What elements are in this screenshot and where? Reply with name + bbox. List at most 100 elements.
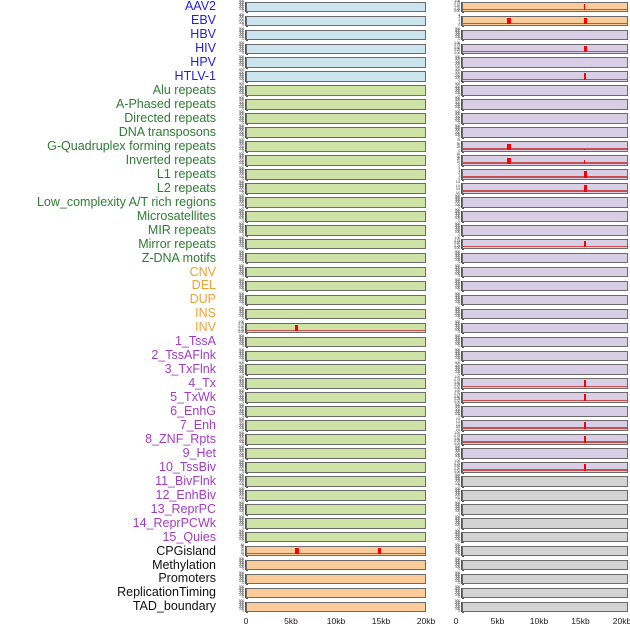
track-panel-right[interactable] [462, 336, 628, 348]
track-label-4-tx[interactable]: 4_Tx [188, 377, 216, 391]
track-label-15-quies[interactable]: 15_Quies [162, 530, 216, 544]
track-panel-right[interactable] [462, 559, 628, 571]
track-label-10-tssbiv[interactable]: 10_TssBiv [159, 460, 216, 474]
track-panel-right[interactable] [462, 15, 628, 27]
track-panel-left[interactable] [246, 224, 426, 236]
track-panel-left[interactable] [246, 601, 426, 613]
track-panel-left[interactable] [246, 322, 426, 334]
track-label-hpv[interactable]: HPV [190, 56, 216, 70]
track-panel-left[interactable] [246, 336, 426, 348]
track-panel-right[interactable] [462, 183, 628, 194]
track-label-replicationtiming[interactable]: ReplicationTiming [117, 586, 216, 600]
track-panel-left[interactable] [246, 517, 426, 529]
track-label-6-enhg[interactable]: 6_EnhG [170, 405, 216, 419]
track-panel-left[interactable] [246, 503, 426, 515]
track-label-g-quadruplex-forming-repeats[interactable]: G-Quadruplex forming repeats [47, 139, 216, 153]
track-panel-right[interactable] [462, 113, 628, 124]
track-panel-right[interactable] [462, 462, 628, 473]
track-panel-left[interactable] [246, 183, 426, 194]
track-panel-left[interactable] [246, 559, 426, 571]
track-label-1-tssa[interactable]: 1_TssA [175, 335, 216, 349]
track-panel-right[interactable] [462, 406, 628, 417]
track-panel-left[interactable] [246, 392, 426, 403]
track-label-methylation[interactable]: Methylation [152, 558, 216, 572]
track-panel-right[interactable] [462, 141, 628, 152]
track-panel-right[interactable] [462, 490, 628, 501]
track-panel-right[interactable] [462, 392, 628, 403]
track-panel-left[interactable] [246, 169, 426, 180]
track-panel-right[interactable] [462, 448, 628, 459]
track-panel-right[interactable] [462, 378, 628, 389]
track-panel-right[interactable] [462, 503, 628, 515]
track-label-cpgisland[interactable]: CPGisland [156, 544, 216, 558]
track-panel-left[interactable] [246, 57, 426, 69]
track-label-tad-boundary[interactable]: TAD_boundary [132, 600, 216, 614]
track-panel-left[interactable] [246, 113, 426, 124]
track-label-aav2[interactable]: AAV2 [184, 0, 216, 14]
track-panel-right[interactable] [462, 252, 628, 264]
track-panel-right[interactable] [462, 1, 628, 13]
track-panel-left[interactable] [246, 364, 426, 376]
track-label-14-reprpcwk[interactable]: 14_ReprPCWk [132, 516, 216, 530]
track-panel-right[interactable] [462, 280, 628, 292]
track-panel-left[interactable] [246, 545, 426, 557]
track-label-3-txflnk[interactable]: 3_TxFlnk [164, 363, 216, 377]
track-label-l2-repeats[interactable]: L2 repeats [156, 181, 216, 195]
track-panel-left[interactable] [246, 155, 426, 166]
track-panel-left[interactable] [246, 1, 426, 13]
track-label-2-tssaflnk[interactable]: 2_TssAFlnk [151, 349, 216, 363]
track-panel-right[interactable] [462, 210, 628, 222]
track-panel-right[interactable] [462, 224, 628, 236]
track-label-mirror-repeats[interactable]: Mirror repeats [138, 237, 216, 251]
track-panel-left[interactable] [246, 476, 426, 487]
track-panel-left[interactable] [246, 434, 426, 445]
track-panel-left[interactable] [246, 308, 426, 320]
track-panel-left[interactable] [246, 99, 426, 110]
track-panel-left[interactable] [246, 378, 426, 389]
track-panel-left[interactable] [246, 252, 426, 264]
track-panel-left[interactable] [246, 350, 426, 362]
track-panel-right[interactable] [462, 587, 628, 599]
track-label-12-enhbiv[interactable]: 12_EnhBiv [155, 488, 216, 502]
track-label-dna-transposons[interactable]: DNA transposons [118, 125, 216, 139]
track-panel-left[interactable] [246, 266, 426, 278]
track-panel-right[interactable] [462, 99, 628, 110]
track-panel-left[interactable] [246, 15, 426, 27]
track-panel-right[interactable] [462, 322, 628, 334]
track-label-ebv[interactable]: EBV [190, 14, 216, 28]
track-label-cnv[interactable]: CNV [189, 265, 216, 279]
track-label-dup[interactable]: DUP [189, 293, 216, 307]
track-panel-right[interactable] [462, 43, 628, 55]
track-label-microsatellites[interactable]: Microsatellites [136, 209, 216, 223]
track-panel-right[interactable] [462, 601, 628, 613]
track-panel-right[interactable] [462, 29, 628, 41]
track-label-inv[interactable]: INV [195, 321, 216, 335]
track-panel-left[interactable] [246, 141, 426, 152]
track-label-hiv[interactable]: HIV [195, 42, 216, 56]
track-panel-right[interactable] [462, 434, 628, 445]
track-panel-right[interactable] [462, 294, 628, 306]
track-label-13-reprpc[interactable]: 13_ReprPC [150, 502, 216, 516]
track-panel-right[interactable] [462, 127, 628, 138]
track-panel-left[interactable] [246, 573, 426, 585]
track-label-ins[interactable]: INS [195, 307, 216, 321]
track-panel-right[interactable] [462, 531, 628, 543]
track-label-mir-repeats[interactable]: MIR repeats [147, 223, 216, 237]
track-panel-right[interactable] [462, 420, 628, 431]
track-label-promoters[interactable]: Promoters [158, 572, 216, 586]
track-panel-left[interactable] [246, 587, 426, 599]
track-label-11-bivflnk[interactable]: 11_BivFlnk [155, 474, 216, 488]
track-panel-left[interactable] [246, 85, 426, 96]
track-panel-right[interactable] [462, 71, 628, 83]
track-label-inverted-repeats[interactable]: Inverted repeats [125, 153, 216, 167]
track-panel-right[interactable] [462, 155, 628, 166]
track-panel-left[interactable] [246, 238, 426, 250]
track-panel-left[interactable] [246, 406, 426, 417]
track-label-z-dna-motifs[interactable]: Z-DNA motifs [141, 251, 216, 265]
track-panel-left[interactable] [246, 462, 426, 473]
track-label-8-znf-rpts[interactable]: 8_ZNF_Rpts [145, 432, 216, 446]
track-panel-right[interactable] [462, 266, 628, 278]
track-panel-right[interactable] [462, 364, 628, 376]
track-label-htlv-1[interactable]: HTLV-1 [174, 70, 216, 84]
track-panel-right[interactable] [462, 85, 628, 96]
